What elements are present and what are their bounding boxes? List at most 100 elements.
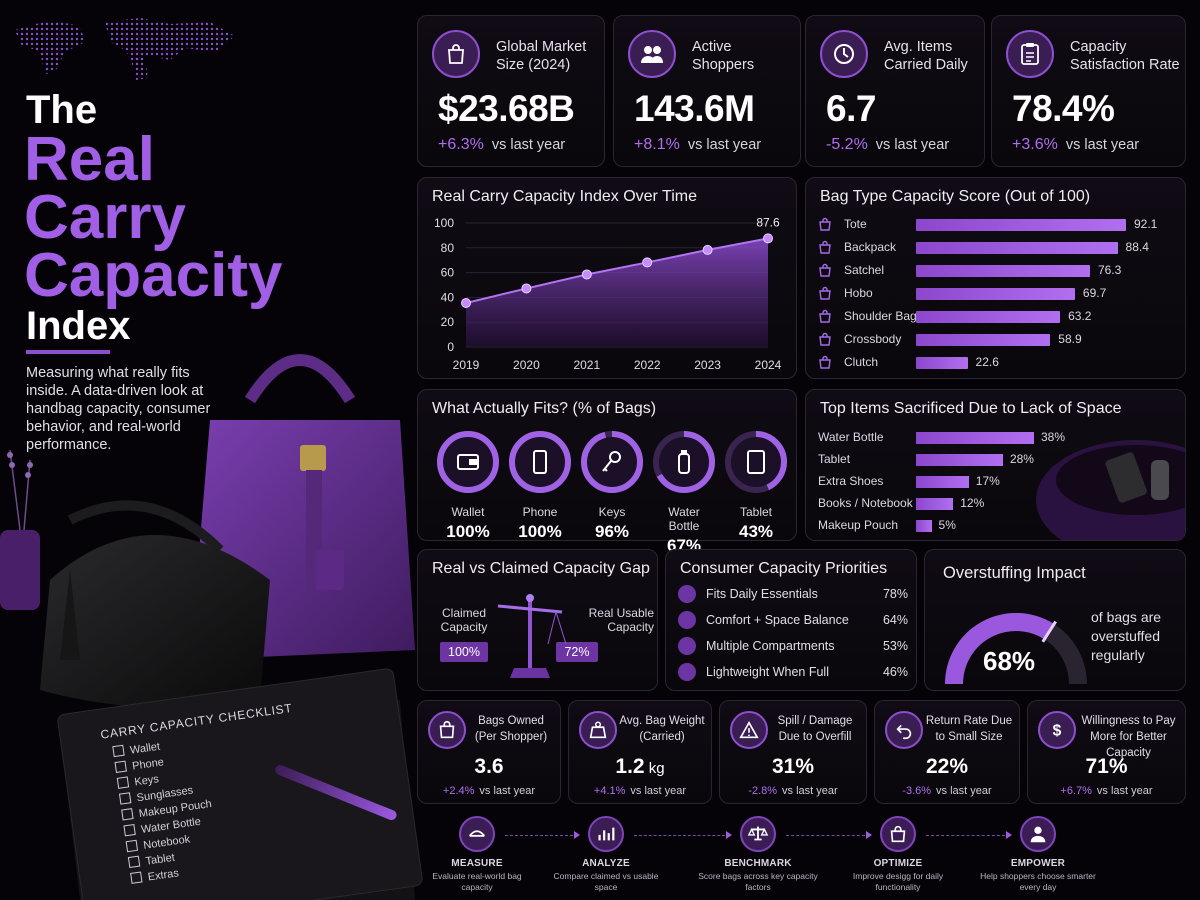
return-icon <box>885 711 923 749</box>
process-step: MEASURE Evaluate real-world bag capacity <box>417 816 537 893</box>
kpi-value-number: 3.6 <box>474 755 504 778</box>
priority-row: Multiple Compartments 53% <box>678 636 908 656</box>
bag-icon <box>818 332 832 346</box>
fit-value: 96% <box>594 522 630 541</box>
kpi-willingness: $ Willingness to Pay More for Better Capa… <box>1027 700 1186 804</box>
fit-item: Wallet 100% <box>436 430 500 542</box>
bag-type-score-card: Bag Type Capacity Score (Out of 100) Tot… <box>805 177 1186 379</box>
compartments-icon <box>678 637 696 655</box>
heart-icon <box>678 611 696 629</box>
hero-title-index: Index <box>26 304 131 348</box>
bar <box>916 454 1003 466</box>
step-title: ANALYZE <box>582 858 630 869</box>
kpi-delta: -3.6% vs last year <box>875 785 1019 797</box>
checklist-title: CARRY CAPACITY CHECKLIST <box>99 700 294 742</box>
x-tick-label: 2023 <box>694 358 721 372</box>
kpi-delta: +6.7% vs last year <box>1028 785 1185 797</box>
fit-value: 100% <box>446 522 490 541</box>
y-tick-label: 40 <box>441 290 455 304</box>
bar <box>916 476 969 488</box>
bar-value: 28% <box>1009 452 1034 466</box>
fit-label: Keys <box>598 505 626 519</box>
process-step: OPTIMIZE Improve desigg for daily functio… <box>838 816 958 893</box>
kpi-label: Return Rate Due to Small Size <box>925 715 1013 743</box>
feather-icon <box>678 663 696 681</box>
bag-icon <box>818 355 832 369</box>
empower-icon <box>1020 816 1056 852</box>
bag-icon <box>818 217 832 231</box>
priority-row: Comfort + Space Balance 64% <box>678 610 908 630</box>
bar-label: Tote <box>844 217 867 231</box>
step-title: OPTIMIZE <box>873 858 923 869</box>
ring-fill <box>653 431 715 493</box>
hero-title-the: The <box>26 88 98 132</box>
bag-icon <box>818 309 832 323</box>
ring-fill <box>509 431 571 493</box>
optimize-icon <box>880 816 916 852</box>
kpi-delta: -5.2% vs last year <box>826 136 950 153</box>
bar <box>916 334 1051 346</box>
kpi-value: 71% <box>1028 755 1185 779</box>
kpi-delta-value: +6.7% <box>1060 785 1092 797</box>
bar-value: 76.3 <box>1097 263 1122 277</box>
priority-label: Lightweight When Full <box>706 665 829 679</box>
priority-value: 53% <box>882 639 908 653</box>
data-point <box>521 283 532 294</box>
gap-title: Real vs Claimed Capacity Gap <box>432 560 650 577</box>
bar-label: Backpack <box>844 240 897 254</box>
bar-label: Satchel <box>844 263 885 277</box>
x-tick-label: 2019 <box>453 358 480 372</box>
bar-value: 5% <box>938 518 956 532</box>
what-fits-card: What Actually Fits? (% of Bags) Wallet 10… <box>417 389 797 555</box>
kpi-delta: -2.8% vs last year <box>720 785 866 797</box>
data-label: 87.6 <box>756 215 780 229</box>
svg-text:$: $ <box>1053 723 1062 740</box>
kpi-delta-text: vs last year <box>630 785 687 797</box>
kpi-return-rate: Return Rate Due to Small Size 22% -3.6% vs … <box>874 700 1020 804</box>
process-step: BENCHMARK Score bags across key capacity … <box>698 816 818 893</box>
kpi-label: Avg. Bag Weight (Carried) <box>619 715 705 743</box>
wallet-icon <box>457 454 479 470</box>
fit-label: Water Bottle <box>668 505 700 533</box>
kpi-delta-text: vs last year <box>479 785 536 797</box>
ring-fill <box>581 431 643 493</box>
kpi-delta: +4.1% vs last year <box>569 785 711 797</box>
y-tick-label: 80 <box>441 241 455 255</box>
bar-value: 12% <box>960 496 985 510</box>
scale-icon <box>490 588 570 683</box>
world-map-graphic <box>10 12 240 82</box>
bar-label: Hobo <box>844 286 873 300</box>
bar-value: 92.1 <box>1133 217 1158 231</box>
priority-row: Fits Daily Essentials 78% <box>678 584 908 604</box>
kpi-value: 6.7 <box>826 88 876 129</box>
data-point <box>581 269 592 280</box>
bar <box>916 242 1118 254</box>
analyze-icon <box>588 816 624 852</box>
bar-row: Extra Shoes 17% <box>818 474 1118 490</box>
kpi-value-number: 31% <box>771 755 815 778</box>
water-bottle-icon <box>678 450 690 474</box>
fit-item: Water Bottle 67% <box>652 430 716 556</box>
index-over-time-chart: 0 20 40 60 80 100 2019 2020 2021 2022 2023 2024 87.6 <box>434 215 782 372</box>
bar-label: Crossbody <box>844 332 902 346</box>
items-sacrificed-card: Top Items Sacrificed Due to Lack of Spac… <box>805 389 1186 541</box>
open-bag-illustration <box>1016 400 1185 540</box>
key-icon <box>602 451 621 472</box>
step-desc: Improve desigg for daily functionality <box>852 871 944 892</box>
bar <box>916 288 1075 300</box>
bar-value: 22.6 <box>975 355 999 369</box>
kpi-card-satisfaction: Capacity Satisfaction Rate 78.4% +3.6% vs… <box>991 15 1186 167</box>
usable-label: Real Usable Capacity <box>588 606 654 634</box>
index-over-time-card: Real Carry Capacity Index Over Time 0 20 4… <box>417 177 797 379</box>
benchmark-icon <box>740 816 776 852</box>
overstuffing-gauge <box>945 613 1087 685</box>
bar-label: Makeup Pouch <box>818 518 899 532</box>
kpi-label: Spill / Damage Due to Overfill <box>777 715 853 743</box>
y-tick-label: 60 <box>441 266 455 280</box>
bag-icon <box>818 286 832 300</box>
bar <box>916 265 1090 277</box>
priority-label: Multiple Compartments <box>706 639 835 653</box>
bag-icon <box>432 30 480 78</box>
bar-row: Water Bottle 38% <box>818 430 1118 446</box>
x-tick-label: 2024 <box>755 358 782 372</box>
